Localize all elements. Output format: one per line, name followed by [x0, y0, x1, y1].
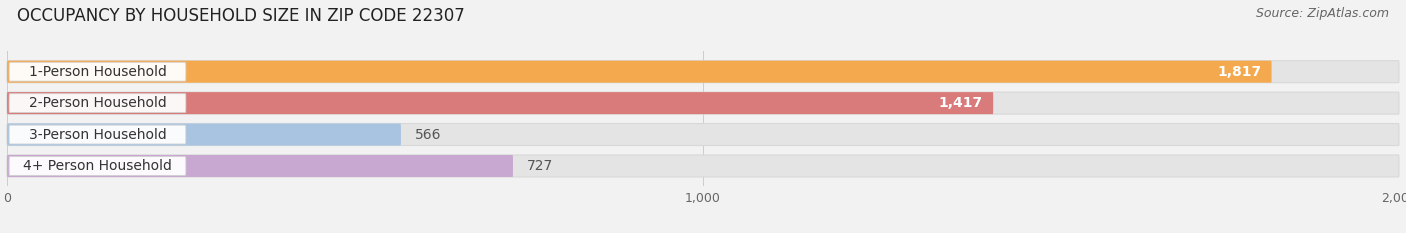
- Text: 1,817: 1,817: [1218, 65, 1261, 79]
- Text: 566: 566: [415, 127, 441, 141]
- FancyBboxPatch shape: [7, 92, 1399, 114]
- FancyBboxPatch shape: [8, 94, 186, 113]
- FancyBboxPatch shape: [7, 61, 1399, 83]
- FancyBboxPatch shape: [7, 92, 993, 114]
- Text: 2-Person Household: 2-Person Household: [28, 96, 166, 110]
- FancyBboxPatch shape: [7, 61, 1271, 83]
- FancyBboxPatch shape: [7, 123, 1399, 146]
- FancyBboxPatch shape: [7, 155, 1399, 177]
- Text: OCCUPANCY BY HOUSEHOLD SIZE IN ZIP CODE 22307: OCCUPANCY BY HOUSEHOLD SIZE IN ZIP CODE …: [17, 7, 464, 25]
- Text: 1,417: 1,417: [939, 96, 983, 110]
- Text: 727: 727: [527, 159, 553, 173]
- FancyBboxPatch shape: [8, 125, 186, 144]
- Text: 4+ Person Household: 4+ Person Household: [22, 159, 172, 173]
- Text: 3-Person Household: 3-Person Household: [28, 127, 166, 141]
- Text: Source: ZipAtlas.com: Source: ZipAtlas.com: [1256, 7, 1389, 20]
- FancyBboxPatch shape: [8, 157, 186, 175]
- Text: 1-Person Household: 1-Person Household: [28, 65, 166, 79]
- FancyBboxPatch shape: [7, 123, 401, 146]
- FancyBboxPatch shape: [7, 155, 513, 177]
- FancyBboxPatch shape: [8, 62, 186, 81]
